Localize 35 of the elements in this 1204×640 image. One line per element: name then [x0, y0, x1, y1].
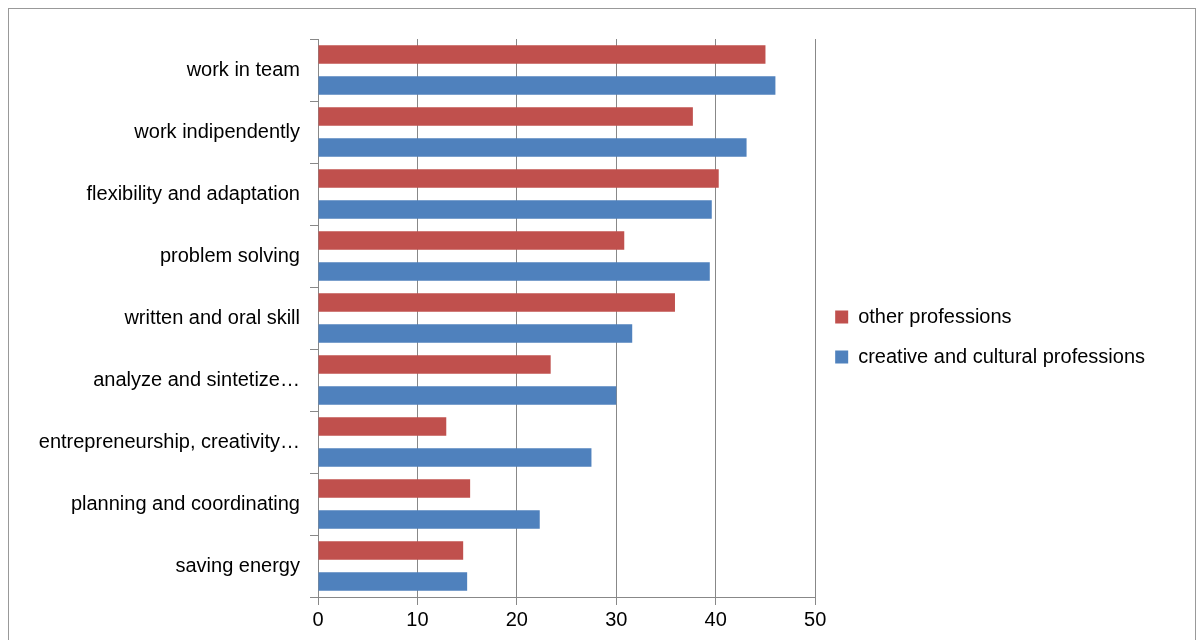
x-tick-label: 0 [312, 607, 324, 630]
bar [318, 417, 447, 436]
x-tick-label: 50 [804, 607, 827, 630]
bar [318, 231, 625, 250]
y-tick-label: entrepreneurship, creativity… [38, 429, 300, 452]
bar [318, 324, 633, 343]
y-tick-label: written and oral skill [123, 305, 300, 328]
bar [318, 510, 540, 529]
legend-label: creative and cultural professions [858, 344, 1146, 367]
x-tick-label: 20 [505, 607, 528, 630]
y-tick-label: problem solving [159, 243, 300, 266]
y-tick-label: work in team [185, 57, 300, 80]
bar [318, 200, 712, 219]
y-tick-label: work indipendently [133, 119, 300, 142]
x-tick-label: 30 [605, 607, 628, 630]
bar [318, 262, 710, 281]
bar [318, 541, 464, 560]
bar [318, 45, 766, 64]
bar [318, 107, 693, 126]
legend-label: other professions [858, 304, 1012, 327]
y-tick-label: saving energy [175, 553, 300, 576]
bar [318, 355, 551, 374]
bar [318, 169, 719, 188]
bar [318, 386, 617, 405]
y-tick-label: planning and coordinating [70, 491, 300, 514]
bar [318, 76, 776, 95]
bar [318, 293, 675, 312]
x-tick-label: 10 [406, 607, 429, 630]
bar [318, 448, 592, 467]
bar [318, 138, 747, 157]
y-tick-label: flexibility and adaptation [86, 181, 300, 204]
x-tick-label: 40 [704, 607, 727, 630]
bar [318, 479, 471, 498]
bar [318, 572, 468, 591]
y-tick-label: analyze and sintetize… [93, 367, 300, 390]
